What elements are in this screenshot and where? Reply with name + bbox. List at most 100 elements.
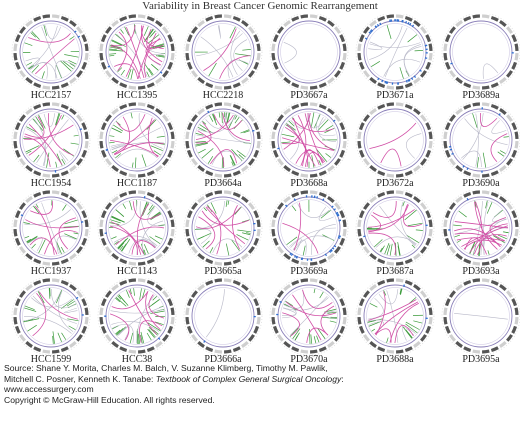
rearrangement-line: [325, 153, 332, 158]
chromosome-segment: [162, 26, 169, 34]
chromosome-segment: [310, 14, 318, 19]
sample-label: HCC38: [121, 354, 153, 365]
tick-ring: [11, 278, 91, 356]
rearrangement-line: [386, 25, 392, 39]
rearrangement-line: [120, 243, 127, 252]
rearrangement-line: [236, 150, 246, 158]
chromosome-segment: [357, 307, 362, 315]
chromosome-segment: [420, 114, 427, 122]
chromosome-segment: [358, 61, 365, 70]
rearrangement-line: [411, 244, 416, 249]
rearrangement-line: [400, 288, 403, 295]
chromosome-segment: [191, 26, 198, 34]
rearrangement-line: [25, 145, 40, 153]
chromosome-segment: [318, 346, 327, 353]
chromosome-segment: [444, 237, 451, 246]
chromosome-segment: [449, 114, 456, 122]
copy-number-mark: [405, 80, 408, 83]
chromosome-segment: [396, 85, 404, 90]
chromosome-segment: [60, 82, 69, 89]
chromosome-segment: [271, 131, 276, 139]
rearrangement-line: [64, 219, 78, 225]
chromosome-segment: [146, 170, 155, 177]
chromosome-segment: [162, 246, 169, 254]
interchromosomal-chord: [282, 222, 319, 254]
copyright-line: Copyright © McGraw-Hill Education. All r…: [4, 394, 215, 405]
copy-number-ring: [191, 284, 255, 348]
interchromosomal-chord: [44, 230, 78, 255]
rearrangement-line: [380, 245, 385, 253]
chromosome-segment: [19, 26, 26, 34]
rearrangement-line: [115, 209, 125, 217]
chromosome-segment: [99, 141, 104, 149]
interchromosomal-chord: [368, 214, 382, 233]
rearrangement-line: [319, 291, 324, 299]
interchromosomal-chord: [282, 126, 300, 145]
interchromosomal-chord: [206, 206, 222, 255]
translocation-chord: [369, 42, 421, 48]
interchromosomal-chord: [394, 325, 414, 344]
rearrangement-line: [144, 29, 154, 43]
chromosome-segment: [271, 141, 276, 149]
chromosome-segment: [334, 26, 341, 34]
chromosome-segment: [463, 191, 472, 198]
inner-track-ring: [108, 111, 166, 169]
copy-number-mark: [338, 219, 342, 222]
inner-track-ring: [280, 23, 338, 81]
chromosome-segment: [490, 170, 499, 177]
circos-plot-pd3695a: PD3695a: [438, 278, 520, 365]
chromosome-segment: [514, 219, 519, 227]
credits-url[interactable]: www.accessurgery.com: [4, 384, 94, 395]
interchromosomal-chord: [30, 200, 53, 215]
chromosome-segment: [472, 278, 480, 283]
rearrangement-line: [487, 250, 490, 255]
rearrangement-line: [231, 161, 234, 167]
interchromosomal-chord: [389, 302, 419, 343]
rearrangement-line: [197, 232, 212, 240]
chromosome-segment: [138, 261, 146, 266]
chromosome-segment: [33, 279, 42, 286]
translocation-chord: [24, 209, 71, 225]
chromosome-segment: [146, 191, 155, 198]
chromosome-segment: [363, 334, 370, 342]
rearrangement-line: [209, 115, 214, 122]
chromosome-segment: [404, 346, 413, 353]
interchromosomal-chord: [195, 114, 234, 141]
copy-number-mark: [105, 148, 109, 151]
rearrangement-line: [121, 238, 131, 252]
rearrangement-line: [238, 154, 244, 160]
chromosome-segment: [277, 246, 284, 254]
chromosome-segment: [472, 349, 480, 354]
chromosome-segment: [490, 279, 499, 286]
chromosome-segment: [138, 349, 146, 354]
chromosome-segment: [33, 191, 42, 198]
chromosome-segment: [506, 158, 513, 166]
chromosome-segment: [241, 341, 249, 348]
chromosome-segment: [357, 53, 362, 61]
interchromosomal-chord: [197, 130, 225, 168]
translocation-chord: [227, 59, 248, 79]
interchromosomal-chord: [58, 217, 77, 250]
rearrangement-line: [242, 232, 251, 236]
chromosome-segment: [241, 165, 249, 172]
tick-ring: [97, 278, 177, 356]
inner-track-ring: [280, 199, 338, 257]
chromosome-segment: [84, 317, 89, 325]
chromosome-segment: [253, 34, 260, 43]
rearrangement-line: [476, 157, 479, 168]
chromosome-segment: [241, 253, 249, 260]
rearrangement-line: [397, 241, 401, 256]
sample-label: PD3670a: [290, 354, 328, 365]
chromosome-segment: [69, 196, 77, 203]
chromosome-segment: [420, 158, 427, 166]
chromosome-segment: [449, 290, 456, 298]
copy-number-ring: [277, 20, 341, 84]
copy-number-ring: [449, 108, 513, 172]
chromosome-segment: [100, 325, 107, 334]
chromosome-segment: [14, 298, 21, 307]
rearrangement-line: [202, 240, 210, 248]
copy-number-mark: [462, 165, 465, 168]
chromosome-segment: [490, 346, 499, 353]
chromosome-segment: [205, 103, 214, 110]
translocation-chord: [460, 150, 482, 168]
